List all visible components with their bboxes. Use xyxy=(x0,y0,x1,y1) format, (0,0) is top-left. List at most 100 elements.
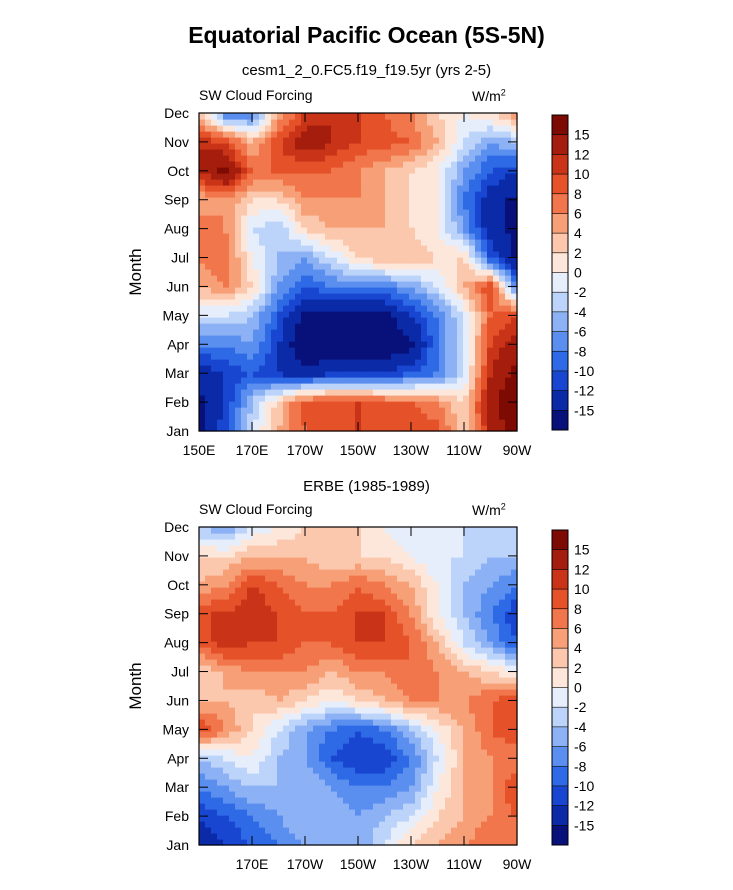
heatmap-cell xyxy=(229,269,236,276)
heatmap-cell xyxy=(247,155,254,162)
heatmap-cell xyxy=(433,179,440,186)
heatmap-cell xyxy=(373,611,380,618)
heatmap-cell xyxy=(349,365,356,372)
heatmap-cell xyxy=(319,371,326,378)
heatmap-cell xyxy=(235,629,242,636)
heatmap-cell xyxy=(217,269,224,276)
heatmap-cell xyxy=(415,257,422,264)
heatmap-cell xyxy=(307,275,314,282)
heatmap-cell xyxy=(469,797,476,804)
heatmap-cell xyxy=(211,815,218,822)
heatmap-cell xyxy=(469,827,476,834)
colorbar-swatch xyxy=(552,292,568,313)
heatmap-cell xyxy=(289,755,296,762)
heatmap-cell xyxy=(337,767,344,774)
heatmap-cell xyxy=(211,839,218,846)
heatmap-cell xyxy=(391,725,398,732)
heatmap-cell xyxy=(445,779,452,786)
heatmap-cell xyxy=(439,203,446,210)
heatmap-cell xyxy=(367,731,374,738)
heatmap-cell xyxy=(223,737,230,744)
heatmap-cell xyxy=(331,191,338,198)
heatmap-cell xyxy=(427,209,434,216)
heatmap-cell xyxy=(331,113,338,120)
heatmap-cell xyxy=(301,221,308,228)
heatmap-cell xyxy=(235,131,242,138)
heatmap-cell xyxy=(409,413,416,420)
heatmap-cell xyxy=(427,125,434,132)
heatmap-cell xyxy=(205,305,212,312)
heatmap-cell xyxy=(415,611,422,618)
heatmap-cell xyxy=(445,317,452,324)
heatmap-cell xyxy=(463,779,470,786)
heatmap-cell xyxy=(379,629,386,636)
heatmap-cell xyxy=(385,383,392,390)
heatmap-cell xyxy=(355,191,362,198)
panel-1-heatmap-cells xyxy=(199,113,518,432)
heatmap-cell xyxy=(457,695,464,702)
heatmap-cell xyxy=(307,185,314,192)
heatmap-cell xyxy=(235,803,242,810)
heatmap-cell xyxy=(475,263,482,270)
heatmap-cell xyxy=(397,785,404,792)
heatmap-cell xyxy=(505,155,512,162)
heatmap-cell xyxy=(277,155,284,162)
heatmap-cell xyxy=(319,353,326,360)
heatmap-cell xyxy=(385,341,392,348)
heatmap-cell xyxy=(343,713,350,720)
heatmap-cell xyxy=(241,833,248,840)
heatmap-cell xyxy=(379,635,386,642)
heatmap-cell xyxy=(397,359,404,366)
heatmap-cell xyxy=(409,407,416,414)
heatmap-cell xyxy=(265,227,272,234)
heatmap-cell xyxy=(289,815,296,822)
heatmap-cell xyxy=(361,821,368,828)
heatmap-cell xyxy=(475,833,482,840)
heatmap-cell xyxy=(295,839,302,846)
heatmap-cell xyxy=(367,635,374,642)
heatmap-cell xyxy=(277,347,284,354)
heatmap-cell xyxy=(487,413,494,420)
heatmap-cell xyxy=(277,239,284,246)
heatmap-cell xyxy=(265,629,272,636)
heatmap-cell xyxy=(295,347,302,354)
heatmap-cell xyxy=(241,167,248,174)
heatmap-cell xyxy=(463,647,470,654)
heatmap-cell xyxy=(199,797,206,804)
heatmap-cell xyxy=(379,137,386,144)
heatmap-cell xyxy=(199,659,206,666)
heatmap-cell xyxy=(361,827,368,834)
heatmap-cell xyxy=(511,653,518,660)
heatmap-cell xyxy=(337,689,344,696)
heatmap-cell xyxy=(217,407,224,414)
heatmap-cell xyxy=(205,779,212,786)
heatmap-cell xyxy=(439,299,446,306)
heatmap-cell xyxy=(301,347,308,354)
heatmap-cell xyxy=(355,623,362,630)
heatmap-cell xyxy=(313,119,320,126)
heatmap-cell xyxy=(373,191,380,198)
heatmap-cell xyxy=(307,611,314,618)
heatmap-cell xyxy=(235,689,242,696)
heatmap-cell xyxy=(409,833,416,840)
heatmap-cell xyxy=(385,623,392,630)
heatmap-cell xyxy=(421,797,428,804)
heatmap-cell xyxy=(259,245,266,252)
heatmap-cell xyxy=(451,389,458,396)
heatmap-cell xyxy=(313,653,320,660)
heatmap-cell xyxy=(391,179,398,186)
heatmap-cell xyxy=(403,329,410,336)
heatmap-cell xyxy=(337,287,344,294)
heatmap-cell xyxy=(205,785,212,792)
heatmap-cell xyxy=(505,725,512,732)
heatmap-cell xyxy=(223,689,230,696)
heatmap-cell xyxy=(481,677,488,684)
heatmap-cell xyxy=(289,419,296,426)
heatmap-cell xyxy=(499,179,506,186)
heatmap-cell xyxy=(301,677,308,684)
heatmap-cell xyxy=(391,161,398,168)
heatmap-cell xyxy=(427,353,434,360)
heatmap-cell xyxy=(307,149,314,156)
heatmap-cell xyxy=(511,239,518,246)
heatmap-cell xyxy=(403,125,410,132)
